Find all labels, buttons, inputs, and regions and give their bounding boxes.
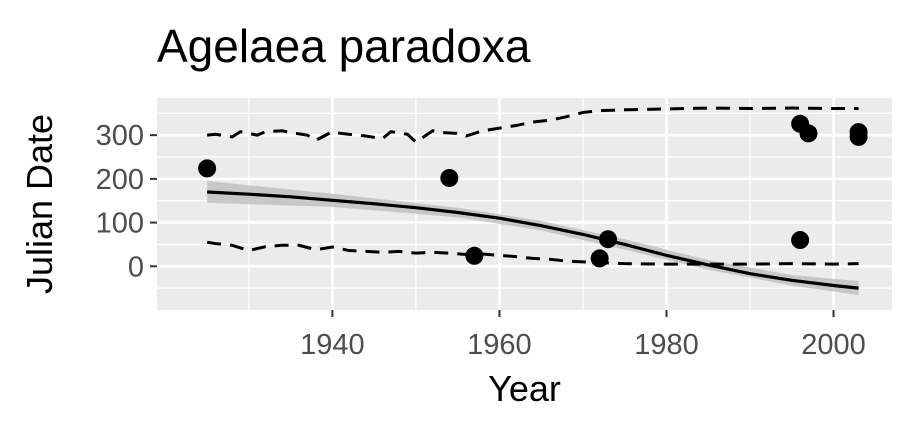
x-axis-title: Year xyxy=(488,368,561,409)
data-point xyxy=(465,246,484,265)
data-point xyxy=(440,168,459,187)
fit-line xyxy=(207,190,859,290)
x-tick-label: 1940 xyxy=(300,329,365,361)
data-point xyxy=(599,230,618,249)
lower-quantile-line xyxy=(206,240,859,266)
chart-title: Agelaea paradoxa xyxy=(157,20,531,72)
y-tick-label: 0 xyxy=(128,251,144,283)
y-axis-title: Julian Date xyxy=(19,114,60,294)
upper-quantile-line xyxy=(206,106,859,145)
y-tick-label: 200 xyxy=(96,164,144,196)
data-point xyxy=(198,159,217,178)
data-point xyxy=(849,127,868,146)
data-point xyxy=(799,124,818,143)
x-tick-label: 2000 xyxy=(801,329,866,361)
x-tick-label: 1960 xyxy=(467,329,532,361)
y-tick-label: 100 xyxy=(96,208,144,240)
data-point xyxy=(590,249,609,268)
axis-ticks: 1940 1960 1980 2000 0 100 200 300 xyxy=(96,120,866,361)
fit-curve xyxy=(207,190,859,290)
ribbon-area xyxy=(207,181,859,296)
quantile-lines xyxy=(206,106,859,266)
confidence-ribbon xyxy=(207,181,859,296)
x-tick-label: 1980 xyxy=(634,329,699,361)
data-point xyxy=(791,231,810,250)
data-points xyxy=(198,114,868,268)
y-tick-label: 300 xyxy=(96,120,144,152)
